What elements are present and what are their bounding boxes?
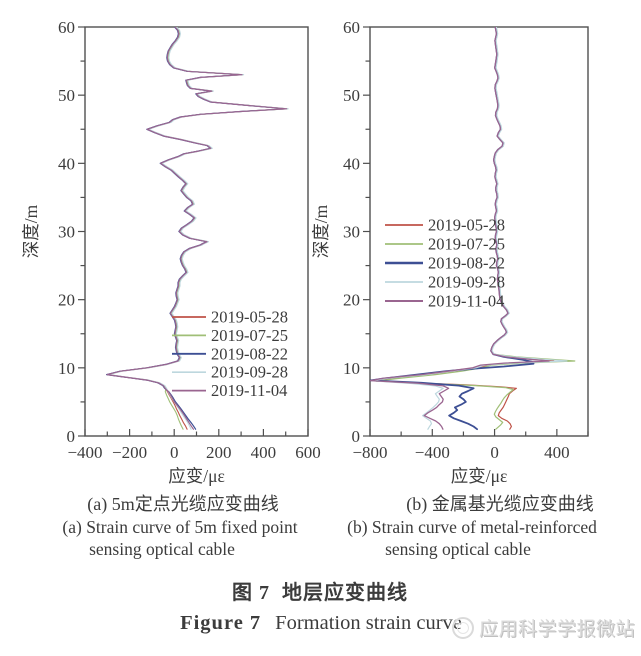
chart-panel-b: −800 −400 0 400 0 10 20 30 40 50 60 应变/με 深度/m 2019-0…: [311, 18, 589, 486]
x-tick-label: 400: [251, 443, 277, 462]
y-tick-label: 10: [343, 359, 360, 378]
legend-label-2019-05-28: 2019-05-28: [211, 308, 288, 327]
caption-a-en-line2: sensing optical cable: [89, 539, 235, 559]
caption-b-cn: (b) 金属基光缆应变曲线: [406, 494, 594, 514]
x-axis-label: 应变/με: [168, 466, 225, 486]
y-axis-label: 深度/m: [21, 204, 41, 258]
caption-a-cn: (a) 5m定点光缆应变曲线: [87, 494, 279, 514]
legend-label-2019-07-25: 2019-07-25: [428, 235, 505, 254]
x-tick-label: −800: [352, 443, 387, 462]
legend-label-2019-08-22: 2019-08-22: [211, 344, 288, 363]
y-tick-label: 60: [343, 18, 360, 37]
x-tick-label: 0: [490, 443, 499, 462]
figure-number: Figure 7: [180, 612, 262, 634]
caption-b-en-line2: sensing optical cable: [385, 539, 531, 559]
series-line-2019-11-04: [370, 27, 550, 430]
caption-b-en-line1: (b) Strain curve of metal-reinforced: [347, 517, 597, 537]
figure-caption-en-text: Formation strain curve: [275, 612, 462, 634]
watermark-text: 应用科学学报微站: [479, 619, 636, 640]
y-tick-label: 50: [343, 86, 360, 105]
figure-caption-cn: 图 7 地层应变曲线: [232, 582, 408, 604]
legend-label-2019-09-28: 2019-09-28: [428, 273, 505, 292]
watermark: 应用科学学报微站: [452, 614, 635, 641]
y-tick-label: 60: [58, 18, 75, 37]
y-axis-label: 深度/m: [311, 204, 331, 258]
caption-a-en-line1: (a) Strain curve of 5m fixed point: [62, 517, 298, 537]
legend-label-2019-11-04: 2019-11-04: [211, 381, 287, 400]
y-tick-label: 20: [343, 291, 360, 310]
journal-logo-icon: [452, 616, 474, 639]
legend-label-2019-11-04: 2019-11-04: [428, 292, 504, 311]
x-tick-label: 200: [206, 443, 232, 462]
y-tick-label: 40: [343, 154, 360, 173]
strain-charts-canvas: −400 −200 0 200 400 6000102030405060应变/με深度/m…: [21, 18, 589, 486]
legend-label-2019-08-22: 2019-08-22: [428, 254, 505, 273]
y-tick-label: 0: [352, 427, 361, 446]
series-line-2019-11-04: [106, 27, 288, 430]
x-tick-label: −400: [415, 443, 450, 462]
x-tick-label: 600: [295, 443, 321, 462]
y-tick-label: 30: [343, 223, 360, 242]
x-axis-label: 应变/με: [451, 466, 508, 486]
x-tick-label: −200: [112, 443, 147, 462]
x-tick-label: −400: [67, 443, 102, 462]
legend-label-2019-05-28: 2019-05-28: [428, 216, 505, 235]
x-tick-label: 400: [544, 443, 570, 462]
y-tick-label: 10: [58, 359, 75, 378]
y-tick-label: 40: [58, 154, 75, 173]
chart-panel-a: −400 −200 0 200 400 600 0 10 20 30 40 50 60 应变/με 深度/m…: [21, 18, 321, 486]
y-tick-label: 50: [58, 86, 75, 105]
figure-caption-en: Figure 7 Formation strain curve: [180, 612, 462, 635]
y-tick-label: 0: [67, 427, 76, 446]
y-tick-label: 30: [58, 223, 75, 242]
x-tick-label: 0: [170, 443, 179, 462]
legend-label-2019-07-25: 2019-07-25: [211, 326, 288, 345]
legend-label-2019-09-28: 2019-09-28: [211, 363, 288, 382]
y-tick-label: 20: [58, 291, 75, 310]
